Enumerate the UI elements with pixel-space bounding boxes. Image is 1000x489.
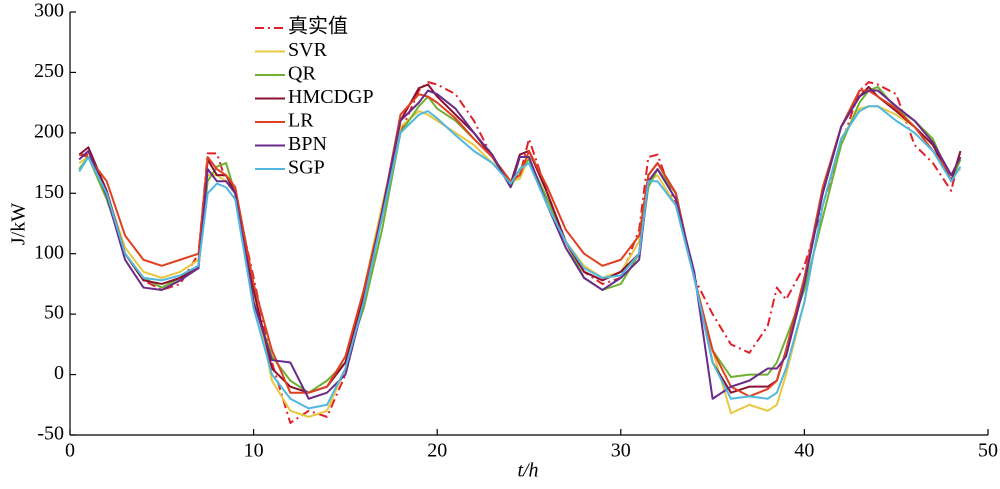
- series-line: [78, 85, 962, 394]
- y-tick-label: 150: [34, 181, 64, 203]
- legend-label: 真实值: [288, 15, 348, 38]
- series-line: [78, 105, 962, 410]
- legend-label: HMCDGP: [288, 86, 374, 108]
- legend-label: SVR: [288, 39, 328, 61]
- x-tick-label: 50: [978, 440, 998, 462]
- legend-label: LR: [288, 110, 314, 132]
- series-line: [78, 89, 962, 400]
- y-tick-label: 200: [34, 120, 64, 142]
- y-tick-label: 100: [34, 241, 64, 263]
- x-tick-label: 30: [611, 440, 631, 462]
- y-tick-label: 300: [34, 0, 64, 22]
- legend-label: BPN: [288, 133, 327, 155]
- x-tick-label: 20: [427, 440, 447, 462]
- legend-label: QR: [288, 63, 316, 85]
- y-tick-label: 250: [34, 60, 64, 82]
- y-axis-label: J/kW: [8, 203, 30, 245]
- series-line: [78, 89, 962, 398]
- y-tick-label: 0: [54, 362, 64, 384]
- series-line: [78, 83, 962, 394]
- series-line: [79, 81, 962, 424]
- legend-label: SGP: [288, 157, 325, 179]
- x-axis-label: t/h: [517, 460, 538, 482]
- y-tick-label: 50: [44, 302, 64, 324]
- x-tick-label: 10: [244, 440, 264, 462]
- y-tick-label: -50: [37, 423, 64, 445]
- x-tick-label: 40: [794, 440, 814, 462]
- x-tick-label: 0: [65, 440, 75, 462]
